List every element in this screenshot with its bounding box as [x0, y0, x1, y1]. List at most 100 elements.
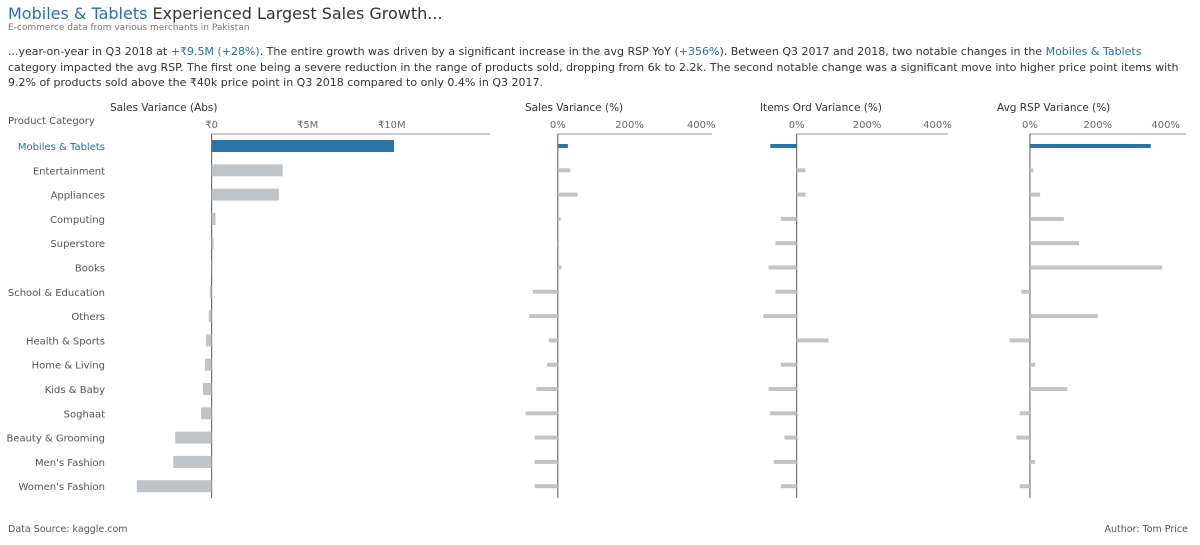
- panel-2-bar-entertainment: [557, 168, 571, 173]
- panel-3-bar-beauty-and-grooming: [784, 435, 797, 440]
- desc-text-4: category impacted the avg RSP. The first…: [8, 60, 1179, 90]
- panel-4-bar-books: [1029, 265, 1163, 270]
- panel-2-bar-soghaat: [525, 411, 558, 416]
- panel-3-bar-books: [768, 265, 797, 270]
- desc-value-3: Mobiles & Tablets: [1045, 45, 1142, 58]
- panel-3-bar-superstore: [775, 241, 797, 246]
- page-title: Mobiles & Tablets Experienced Largest Sa…: [8, 4, 443, 23]
- panel-1-bar-computing: [211, 212, 216, 225]
- panel-4-tick-label-1: 200%: [1083, 120, 1112, 131]
- panel-1-bar-books: [211, 261, 213, 274]
- panel-4-bar-others: [1029, 314, 1098, 319]
- panel-3-bar-entertainment: [796, 168, 806, 173]
- panel-4-title: Avg RSP Variance (%): [997, 102, 1110, 114]
- author: Author: Tom Price: [1104, 524, 1189, 535]
- data-source: Data Source: kaggle.com: [8, 524, 128, 535]
- panel-2-bar-home-and-living: [547, 362, 558, 367]
- panel-2-bar-kids-and-baby: [536, 387, 558, 391]
- category-label-entertainment: Entertainment: [33, 166, 105, 177]
- panel-1-bar-mobiles-and-tablets: [211, 140, 395, 152]
- category-label-books: Books: [75, 264, 105, 275]
- panel-3-bar-appliances: [796, 192, 806, 197]
- panel-2-bar-computing: [557, 216, 561, 221]
- panel-1-bar-health-and-sports: [205, 334, 212, 347]
- panel-2-bar-books: [557, 265, 562, 270]
- panel-1-bar-beauty-and-grooming: [175, 431, 212, 444]
- panel-3-tick-label-2: 400%: [923, 120, 952, 131]
- panel-3-bar-school-and-education: [775, 289, 797, 294]
- panel-1-bar-women-s-fashion: [136, 480, 212, 493]
- panel-2-bar-others: [529, 314, 558, 319]
- panel-1-bar-appliances: [211, 188, 279, 201]
- panel-2-tick-label-2: 400%: [687, 120, 716, 131]
- panel-2-tick-label-0: 0%: [550, 120, 566, 131]
- panel-2-bar-mobiles-and-tablets: [557, 144, 568, 148]
- panel-3-bar-others: [763, 314, 797, 319]
- panel-2-bar-school-and-education: [532, 289, 558, 294]
- panel-2-bar-health-and-sports: [548, 338, 558, 343]
- panel-2-tick-label-1: 200%: [615, 120, 644, 131]
- panel-4-bar-entertainment: [1029, 168, 1034, 173]
- panel-1-tick-label-2: ₹10M: [378, 120, 406, 131]
- category-label-health-and-sports: Health & Sports: [26, 336, 105, 347]
- category-label-appliances: Appliances: [51, 191, 105, 202]
- category-label-home-and-living: Home & Living: [32, 361, 105, 372]
- panel-1-tick-label-0: ₹0: [205, 120, 218, 131]
- page-subtitle: E-commerce data from various merchants i…: [8, 23, 250, 33]
- panel-4-bar-kids-and-baby: [1029, 387, 1068, 391]
- category-label-computing: Computing: [50, 215, 105, 226]
- panel-4-bar-home-and-living: [1029, 362, 1036, 367]
- panel-4-tick-label-2: 400%: [1151, 120, 1180, 131]
- panel-3-title: Items Ord Variance (%): [760, 102, 882, 114]
- panel-4-bar-appliances: [1029, 192, 1041, 197]
- panel-3-bar-men-s-fashion: [773, 459, 797, 464]
- panel-4-bar-men-s-fashion: [1029, 459, 1036, 464]
- panel-1-bar-kids-and-baby: [203, 383, 212, 395]
- panel-1-title: Sales Variance (Abs): [110, 102, 218, 114]
- panel-2-title: Sales Variance (%): [525, 102, 623, 114]
- panel-2-bar-beauty-and-grooming: [534, 435, 558, 440]
- desc-value-1: +₹9.5M (+28%): [170, 45, 260, 58]
- panel-1-tick-label-1: ₹5M: [297, 120, 318, 131]
- desc-text-3: ). Between Q3 2017 and 2018, two notable…: [719, 45, 1046, 58]
- title-highlight: Mobiles & Tablets: [8, 4, 148, 23]
- category-label-school-and-education: School & Education: [8, 288, 105, 299]
- panel-1-bar-entertainment: [211, 164, 283, 177]
- category-label-mobiles-and-tablets: Mobiles & Tablets: [18, 142, 105, 153]
- panel-4-bar-school-and-education: [1021, 289, 1030, 294]
- category-label-beauty-and-grooming: Beauty & Grooming: [6, 434, 105, 445]
- panel-1-bar-superstore: [211, 237, 214, 250]
- desc-text-1: ...year-on-year in Q3 2018 at: [8, 45, 171, 58]
- panel-4-tick-label-0: 0%: [1022, 120, 1038, 131]
- panel-3-bar-women-s-fashion: [780, 484, 797, 489]
- title-rest: Experienced Largest Sales Growth...: [147, 4, 443, 23]
- panel-3-bar-health-and-sports: [796, 338, 829, 343]
- panel-2-bar-women-s-fashion: [534, 484, 558, 489]
- desc-value-2: +356%: [678, 45, 720, 58]
- panel-2-bar-superstore: [557, 241, 559, 246]
- category-label-soghaat: Soghaat: [64, 409, 105, 420]
- panel-2-bar-appliances: [557, 192, 578, 197]
- panel-3-tick-label-1: 200%: [853, 120, 882, 131]
- panel-1-bar-school-and-education: [209, 285, 212, 298]
- category-label-kids-and-baby: Kids & Baby: [45, 385, 105, 396]
- panel-4-bar-mobiles-and-tablets: [1029, 144, 1151, 148]
- panel-3-tick-label-0: 0%: [789, 120, 805, 131]
- panel-4-bar-health-and-sports: [1009, 338, 1030, 343]
- panel-1-bar-soghaat: [201, 407, 212, 420]
- desc-text-2: . The entire growth was driven by a sign…: [259, 45, 679, 58]
- category-label-men-s-fashion: Men's Fashion: [35, 458, 105, 469]
- category-label-superstore: Superstore: [50, 239, 105, 250]
- category-label-women-s-fashion: Women's Fashion: [18, 482, 105, 493]
- panel-4-bar-superstore: [1029, 241, 1080, 246]
- panel-4-bar-soghaat: [1019, 411, 1030, 416]
- panel-1-bar-others: [208, 310, 212, 323]
- description: ...year-on-year in Q3 2018 at +₹9.5M (+2…: [8, 44, 1192, 91]
- panel-4-bar-women-s-fashion: [1019, 484, 1030, 489]
- panel-4-bar-computing: [1029, 216, 1064, 221]
- panel-4-bar-beauty-and-grooming: [1016, 435, 1030, 440]
- category-label-others: Others: [71, 312, 105, 323]
- panel-3-bar-soghaat: [770, 411, 797, 416]
- panel-1-bar-men-s-fashion: [173, 455, 212, 468]
- panel-3-bar-home-and-living: [780, 362, 797, 367]
